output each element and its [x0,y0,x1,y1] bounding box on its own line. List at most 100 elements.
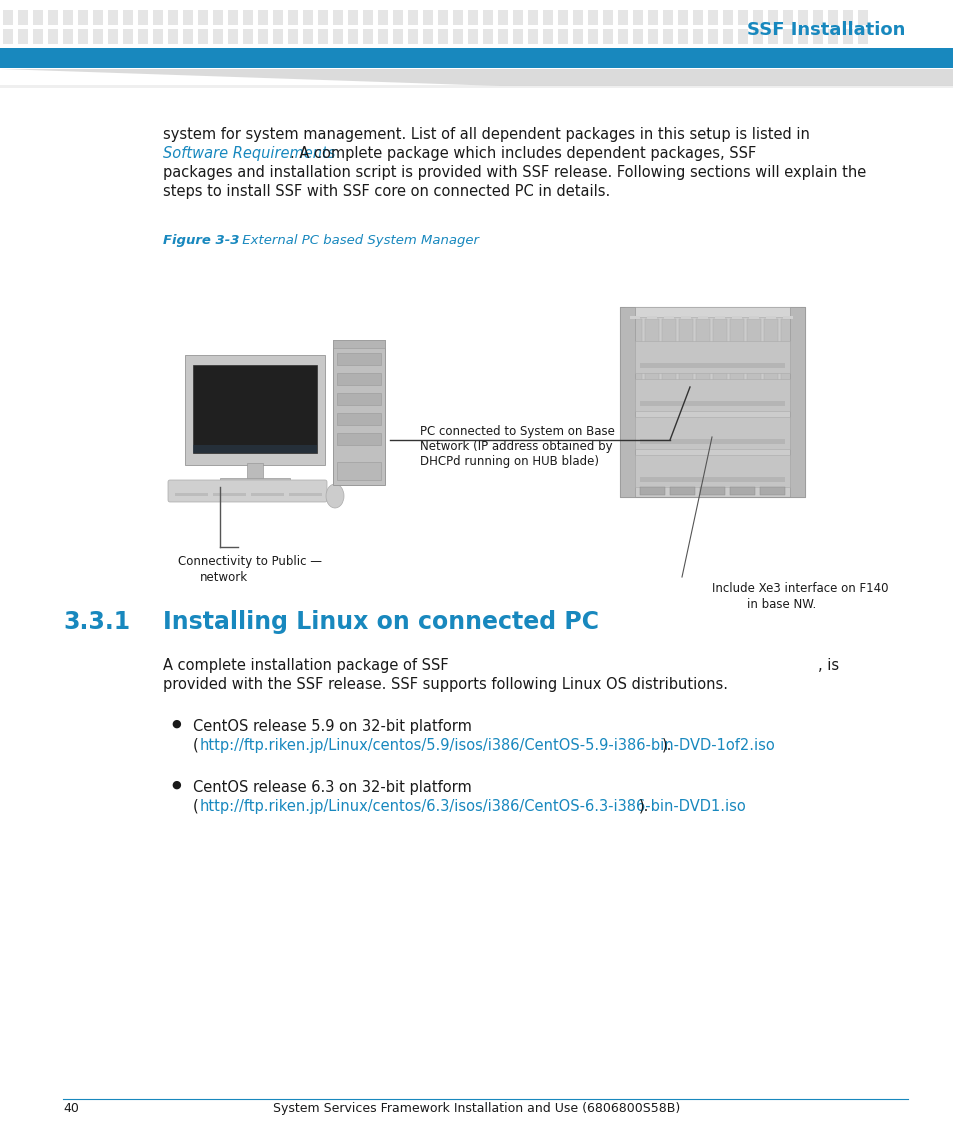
Bar [468,29,477,44]
Bar [363,10,373,25]
Bar [213,10,223,25]
Bar [336,413,380,425]
Bar [639,363,784,368]
Bar [692,10,702,25]
Bar [408,29,417,44]
Bar [174,493,208,496]
Bar [767,10,778,25]
Bar [827,10,837,25]
Bar [513,48,522,63]
Bar [731,316,741,319]
Text: External PC based System Manager: External PC based System Manager [221,234,478,247]
Bar [513,29,522,44]
Bar [722,48,732,63]
Bar [193,445,316,453]
Bar [48,48,58,63]
Bar [333,48,343,63]
Bar [782,29,792,44]
Bar [108,29,118,44]
Bar [393,29,402,44]
Text: . A complete package which includes dependent packages, SSF: . A complete package which includes depe… [290,147,756,161]
Bar [812,48,822,63]
Bar [542,29,553,44]
Bar [408,10,417,25]
Bar [602,29,613,44]
Bar [228,48,237,63]
Bar [635,455,789,487]
Bar [857,48,867,63]
Bar [827,29,837,44]
Bar [827,48,837,63]
Bar [33,10,43,25]
Bar [317,10,328,25]
Bar [108,48,118,63]
Bar [48,29,58,44]
Text: network: network [200,571,248,584]
Bar [198,29,208,44]
Bar [842,48,852,63]
Bar [63,29,73,44]
Bar [707,10,718,25]
Bar [746,319,760,402]
Text: A complete installation package of SSF: A complete installation package of SSF [163,658,448,673]
Bar [573,29,582,44]
Bar [18,48,28,63]
Bar [738,48,747,63]
Bar [482,48,493,63]
Text: http://ftp.riken.jp/Linux/centos/5.9/isos/i386/CentOS-5.9-i386-bin-DVD-1of2.iso: http://ftp.riken.jp/Linux/centos/5.9/iso… [200,737,775,752]
Bar [18,29,28,44]
Bar [123,29,132,44]
Bar [722,10,732,25]
Bar [662,29,672,44]
Bar [333,10,343,25]
Text: packages and installation script is provided with SSF release. Following section: packages and installation script is prov… [163,165,865,180]
Bar [763,319,778,402]
Bar [680,316,690,319]
Bar [152,10,163,25]
Bar [542,10,553,25]
Bar [123,10,132,25]
Bar [513,10,522,25]
Bar [393,48,402,63]
Bar [639,439,784,444]
Bar [760,487,784,495]
Bar [348,29,357,44]
Bar [669,487,695,495]
Bar [247,463,263,480]
Bar [336,373,380,385]
Bar [635,341,789,373]
Bar [635,379,789,411]
Bar [707,48,718,63]
Bar [0,85,953,88]
Bar [678,48,687,63]
Bar [647,48,658,63]
Bar [468,10,477,25]
Bar [333,340,385,485]
Bar [633,10,642,25]
Bar [317,29,328,44]
Bar [251,493,284,496]
Bar [700,487,724,495]
Text: provided with the SSF release. SSF supports following Linux OS distributions.: provided with the SSF release. SSF suppo… [163,677,727,692]
Bar [78,10,88,25]
Bar [624,307,800,317]
Bar [619,307,635,497]
Bar [185,355,325,465]
Bar [542,48,553,63]
Text: Connectivity to Public —: Connectivity to Public — [178,555,322,568]
Bar [288,10,297,25]
Bar [243,29,253,44]
Text: 3.3.1: 3.3.1 [63,610,130,634]
Bar [647,10,658,25]
Bar [48,10,58,25]
Bar [168,10,178,25]
Bar [348,48,357,63]
Text: (: ( [193,737,198,752]
Text: ●: ● [171,719,180,729]
Bar [303,48,313,63]
Bar [198,48,208,63]
Bar [437,10,448,25]
Bar [558,29,567,44]
Bar [289,493,322,496]
Bar [482,10,493,25]
